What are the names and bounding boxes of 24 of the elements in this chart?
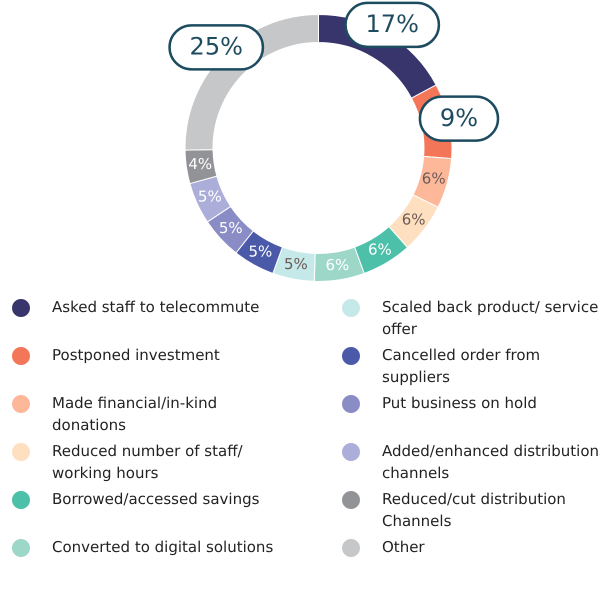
legend-label: Put business on hold [382, 393, 537, 414]
legend-label: Added/enhanced distribution channels [382, 441, 600, 484]
data-label: 6% [422, 170, 446, 188]
data-label: 4% [188, 154, 212, 173]
legend-label: Scaled back product/ service offer [382, 297, 600, 340]
legend-label: Reduced/cut distribution Channels [382, 489, 567, 532]
data-label: 9% [440, 104, 478, 132]
data-label: 6% [325, 256, 350, 274]
legend-label: Asked staff to telecommute [52, 297, 260, 318]
legend-label: Reduced number of staff/ working hours [52, 441, 244, 484]
legend-label: Other [382, 537, 425, 558]
data-label: 25% [190, 32, 243, 61]
legend-label: Made financial/in-kind donations [52, 393, 218, 436]
legend-label: Borrowed/accessed savings [52, 489, 260, 510]
legend-label: Postponed investment [52, 345, 220, 366]
data-label: 5% [248, 242, 272, 260]
data-label: 6% [402, 210, 426, 228]
data-label: 5% [198, 188, 222, 206]
data-label: 6% [368, 240, 392, 258]
legend-label: Converted to digital solutions [52, 537, 274, 558]
legend-label: Cancelled order from suppliers [382, 345, 542, 388]
data-label: 5% [284, 255, 308, 274]
data-label: 5% [218, 218, 243, 237]
data-label: 17% [366, 10, 419, 38]
